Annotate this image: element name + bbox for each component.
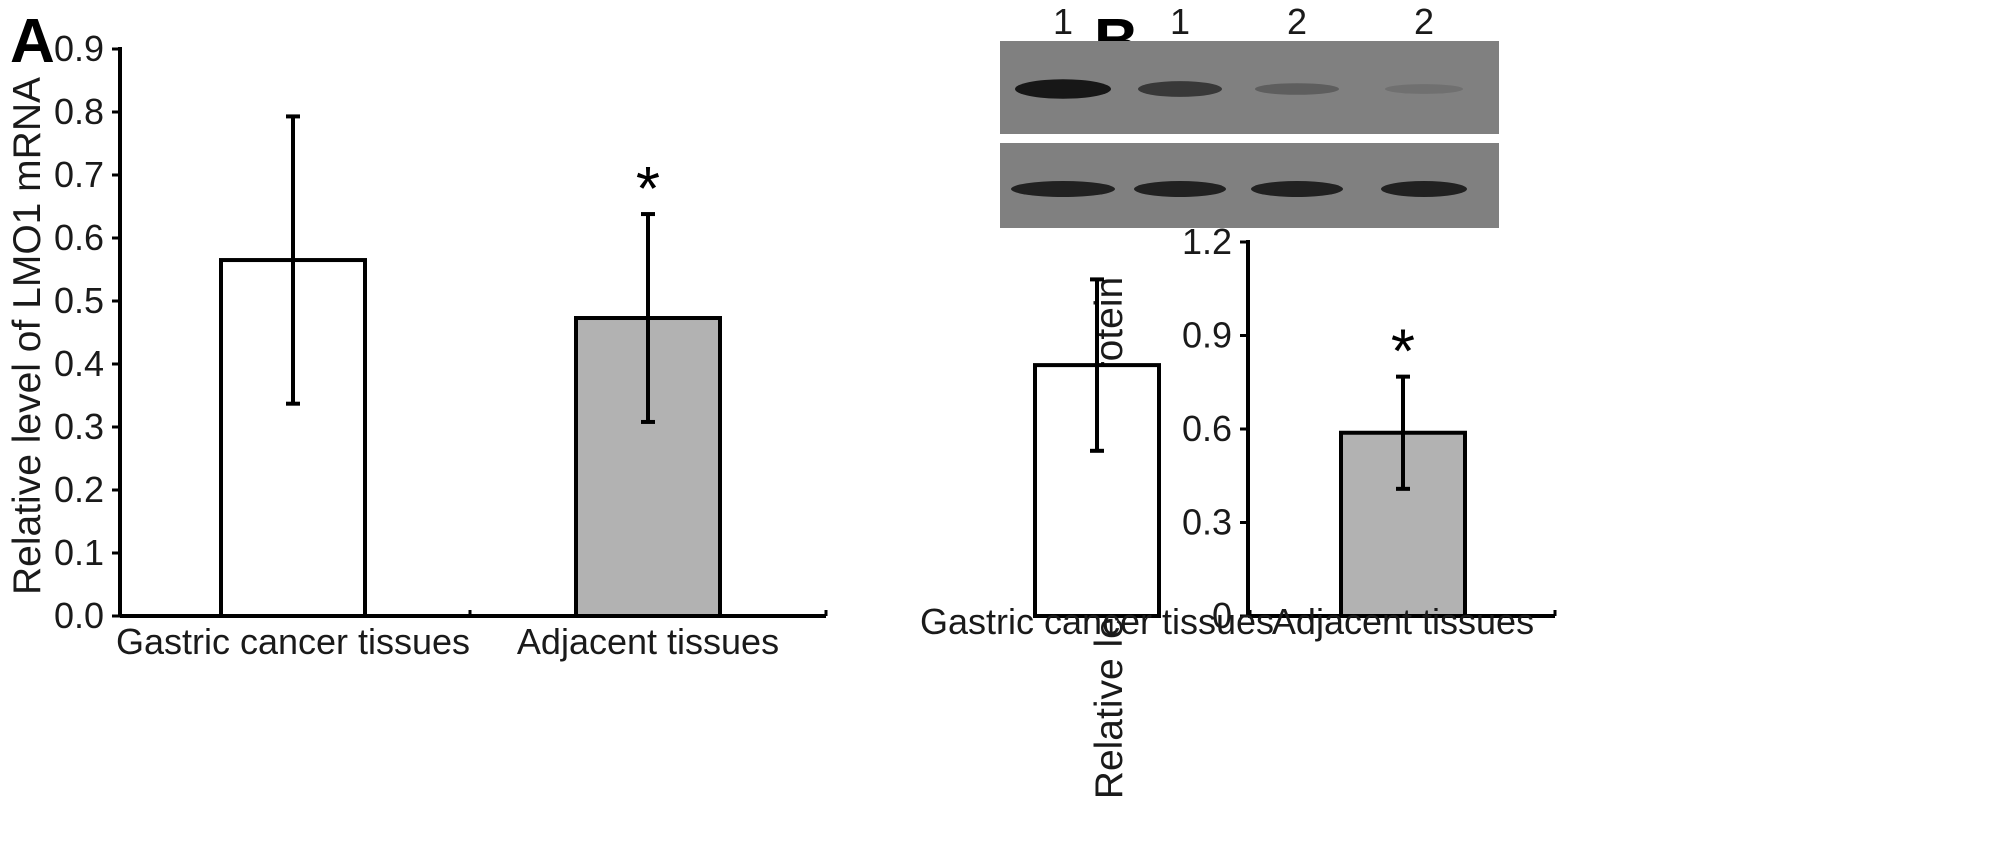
- band-lmo1: [1255, 83, 1339, 95]
- panel-a-letter: A: [10, 7, 55, 76]
- band-lmo1: [1015, 79, 1111, 98]
- band-loading-control: [1251, 181, 1343, 197]
- significance-asterisk: *: [636, 155, 660, 224]
- y-tick-label: 0.4: [54, 343, 104, 384]
- panel-a-y-axis-title: Relative level of LMO1 mRNA: [6, 77, 49, 595]
- y-tick-label: 0.8: [54, 91, 104, 132]
- y-tick-label: 1.2: [1182, 221, 1232, 262]
- lane-label: 1: [1053, 1, 1073, 42]
- y-tick-label: 0.1: [54, 532, 104, 573]
- y-tick-label: 0.6: [1182, 408, 1232, 449]
- lane-label: 1: [1170, 1, 1190, 42]
- y-tick-label: 0.9: [1182, 315, 1232, 356]
- y-tick-label: 0.9: [54, 28, 104, 69]
- y-tick-label: 0.3: [54, 406, 104, 447]
- panel-b-significance: *: [1391, 318, 1415, 387]
- y-tick-label: 0.6: [54, 217, 104, 258]
- category-label: Gastric cancer tissues: [116, 621, 470, 662]
- band-loading-control: [1011, 181, 1115, 197]
- lane-label: 2: [1414, 1, 1434, 42]
- y-tick-label: 0.7: [54, 154, 104, 195]
- category-label: Adjacent tissues: [1272, 601, 1534, 642]
- significance-asterisk: *: [1391, 318, 1415, 387]
- panel-a-chart: A Relative level of LMO1 mRNA 0.00.10.20…: [6, 7, 826, 662]
- y-tick-label: 0.3: [1182, 502, 1232, 543]
- western-blot: 1 1 2 2: [1000, 1, 1499, 228]
- y-tick-label: 0.2: [54, 469, 104, 510]
- panel-a-bars: [221, 260, 720, 616]
- panel-a-significance: *: [636, 155, 660, 224]
- band-loading-control: [1381, 181, 1467, 197]
- band-loading-control: [1134, 181, 1226, 197]
- lane-label: 2: [1287, 1, 1307, 42]
- category-label: Adjacent tissues: [517, 621, 779, 662]
- y-tick-label: 0.0: [54, 595, 104, 636]
- category-label: Gastric cancer tissues: [920, 601, 1274, 642]
- panel-a-y-ticks: 0.0 0.1 0.2 0.3 0.4 0.5 0.6 0.7 0.8 0.9: [54, 28, 120, 636]
- band-lmo1: [1385, 84, 1463, 94]
- y-tick-label: 0.5: [54, 280, 104, 321]
- panel-b-y-ticks: 00.30.60.91.2: [1182, 221, 1248, 636]
- band-lmo1: [1138, 81, 1222, 97]
- panel-a-category-labels: Gastric cancer tissues Adjacent tissues: [116, 621, 779, 662]
